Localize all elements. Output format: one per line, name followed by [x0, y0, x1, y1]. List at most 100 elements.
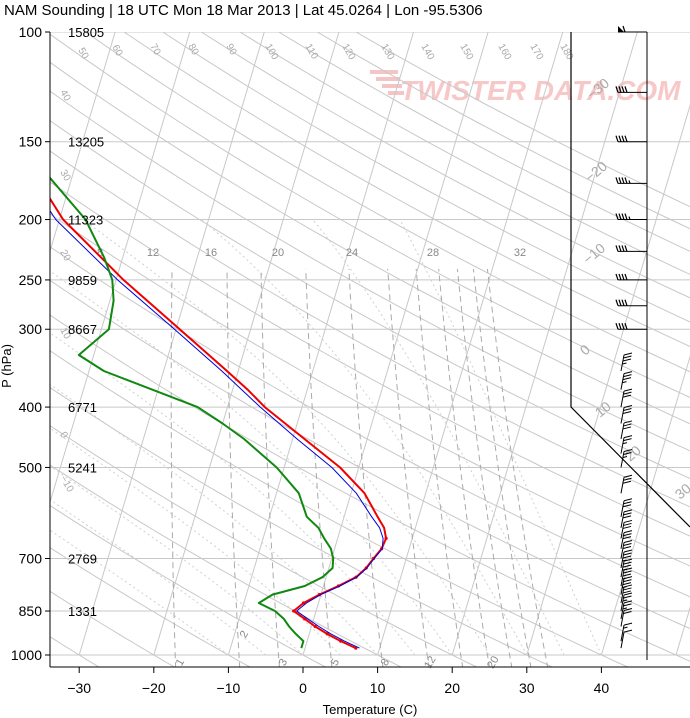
wind-barb-feather — [621, 86, 625, 93]
virtual-temperature-line — [50, 209, 384, 649]
wind-barb-feather — [623, 552, 632, 556]
x-axis-label: Temperature (C) — [323, 702, 418, 717]
wind-barb-feather — [615, 299, 619, 306]
mixing-ratio-line — [486, 268, 549, 667]
temperature-point — [313, 624, 317, 629]
mixing-ratio-line — [348, 268, 384, 667]
mixing-ratio-line — [415, 268, 464, 667]
isotherm-line — [50, 32, 191, 504]
dry-adiabat — [50, 387, 554, 667]
wind-barb-feather — [624, 135, 628, 142]
wind-barb — [620, 435, 633, 454]
wind-barb-feather — [623, 611, 632, 614]
wind-barb-feather — [623, 584, 633, 588]
wind-barb-feather — [623, 587, 632, 591]
mixing-ratio-label: 5 — [329, 657, 342, 668]
wind-barb-feather — [618, 245, 622, 252]
wind-barb-feather — [624, 177, 628, 184]
y-tick-label: 250 — [19, 272, 43, 288]
mixing-ratio-label: 20 — [272, 247, 284, 259]
mixing-ratio-line — [387, 268, 430, 667]
dry-adiabat — [50, 61, 690, 425]
dry-adiabat — [85, 32, 690, 373]
dry-adiabat — [50, 590, 176, 667]
temperature-point — [325, 632, 329, 636]
wind-barb-feather — [623, 629, 633, 633]
dry-adiabat — [50, 33, 690, 398]
wind-barb — [620, 530, 633, 549]
mixing-ratio-line — [456, 268, 513, 667]
wind-barb-feather — [623, 533, 632, 537]
wind-barb-feather — [623, 498, 633, 502]
wind-barb-feather — [623, 600, 633, 604]
x-tick-label: 40 — [594, 680, 610, 696]
right-panel-border — [570, 32, 690, 528]
moist-adiabat — [312, 219, 565, 656]
mixing-ratio-label: 3 — [277, 657, 290, 668]
wind-barb — [615, 273, 647, 281]
wind-barb — [620, 498, 633, 517]
wind-barb-half-feather — [622, 455, 628, 458]
isotherm-line — [526, 104, 690, 656]
wind-barb-feather — [621, 245, 625, 252]
wind-barb-feather — [622, 546, 632, 549]
wind-barb-feather — [624, 245, 628, 252]
wind-barb-feather — [623, 509, 633, 513]
dry-adiabat — [50, 90, 690, 452]
isotherm-label: 60 — [109, 43, 124, 59]
mixing-ratio-label: 32 — [514, 247, 526, 259]
dry-adiabat — [50, 504, 327, 667]
wind-barb-feather — [615, 273, 619, 281]
mixing-ratio-label: 2 — [238, 629, 251, 640]
y-axis-label: P (hPa) — [0, 344, 14, 388]
mixing-ratio-label: 8 — [379, 657, 392, 668]
series-layer — [50, 176, 388, 650]
y-tick-label: 700 — [19, 550, 43, 566]
wind-barb-feather — [622, 573, 632, 577]
isotherm-line — [50, 32, 116, 253]
mixing-ratio-line — [226, 268, 241, 667]
wind-barb-feather — [618, 135, 622, 142]
wind-barb-feather — [622, 480, 632, 484]
wind-barb-feather — [623, 355, 632, 359]
moist-adiabat — [50, 332, 416, 656]
mixing-ratio-line — [472, 268, 532, 667]
wind-barb-half-feather — [628, 180, 631, 184]
theta-label: 30 — [57, 168, 72, 184]
mixing-ratio-line — [305, 268, 333, 667]
wind-barb-shaft — [620, 632, 625, 649]
wind-barb-feather — [624, 86, 628, 93]
wind-barb-half-feather — [622, 362, 627, 365]
height-label: 2769 — [68, 551, 97, 566]
wind-barb-feather — [621, 177, 625, 184]
wind-barb — [620, 540, 633, 559]
moist-adiabat — [50, 383, 378, 656]
wind-barb-feather — [621, 273, 625, 281]
dry-adiabat — [50, 314, 690, 662]
dry-adiabat — [50, 464, 403, 667]
dry-adiabat — [50, 279, 690, 630]
isotherm-line — [451, 32, 638, 656]
wind-barb-feather — [623, 592, 633, 596]
wind-barb-feather — [615, 213, 619, 220]
wind-barb-feather — [622, 25, 626, 33]
wind-barb-feather — [623, 561, 632, 565]
wind-barb-feather — [622, 411, 632, 414]
theta-label: 0 — [57, 430, 70, 441]
temperature-point — [303, 617, 307, 621]
wind-barb-feather — [623, 438, 632, 442]
height-label: 13205 — [68, 135, 104, 150]
moist-adiabat — [82, 219, 490, 656]
moist-adiabat — [50, 427, 341, 656]
wind-barb-feather — [622, 555, 632, 559]
dry-adiabat — [50, 425, 478, 667]
dry-adiabat — [201, 32, 690, 299]
wind-barb-feather — [623, 352, 633, 356]
moist-adiabat — [50, 529, 229, 656]
wind-barb-feather — [622, 590, 632, 594]
wind-barb-feather — [623, 474, 633, 478]
isotherm-label: 70 — [147, 42, 162, 58]
wind-barb-half-feather — [622, 442, 628, 445]
wind-barb — [618, 25, 647, 33]
isotherm-line — [600, 355, 690, 656]
